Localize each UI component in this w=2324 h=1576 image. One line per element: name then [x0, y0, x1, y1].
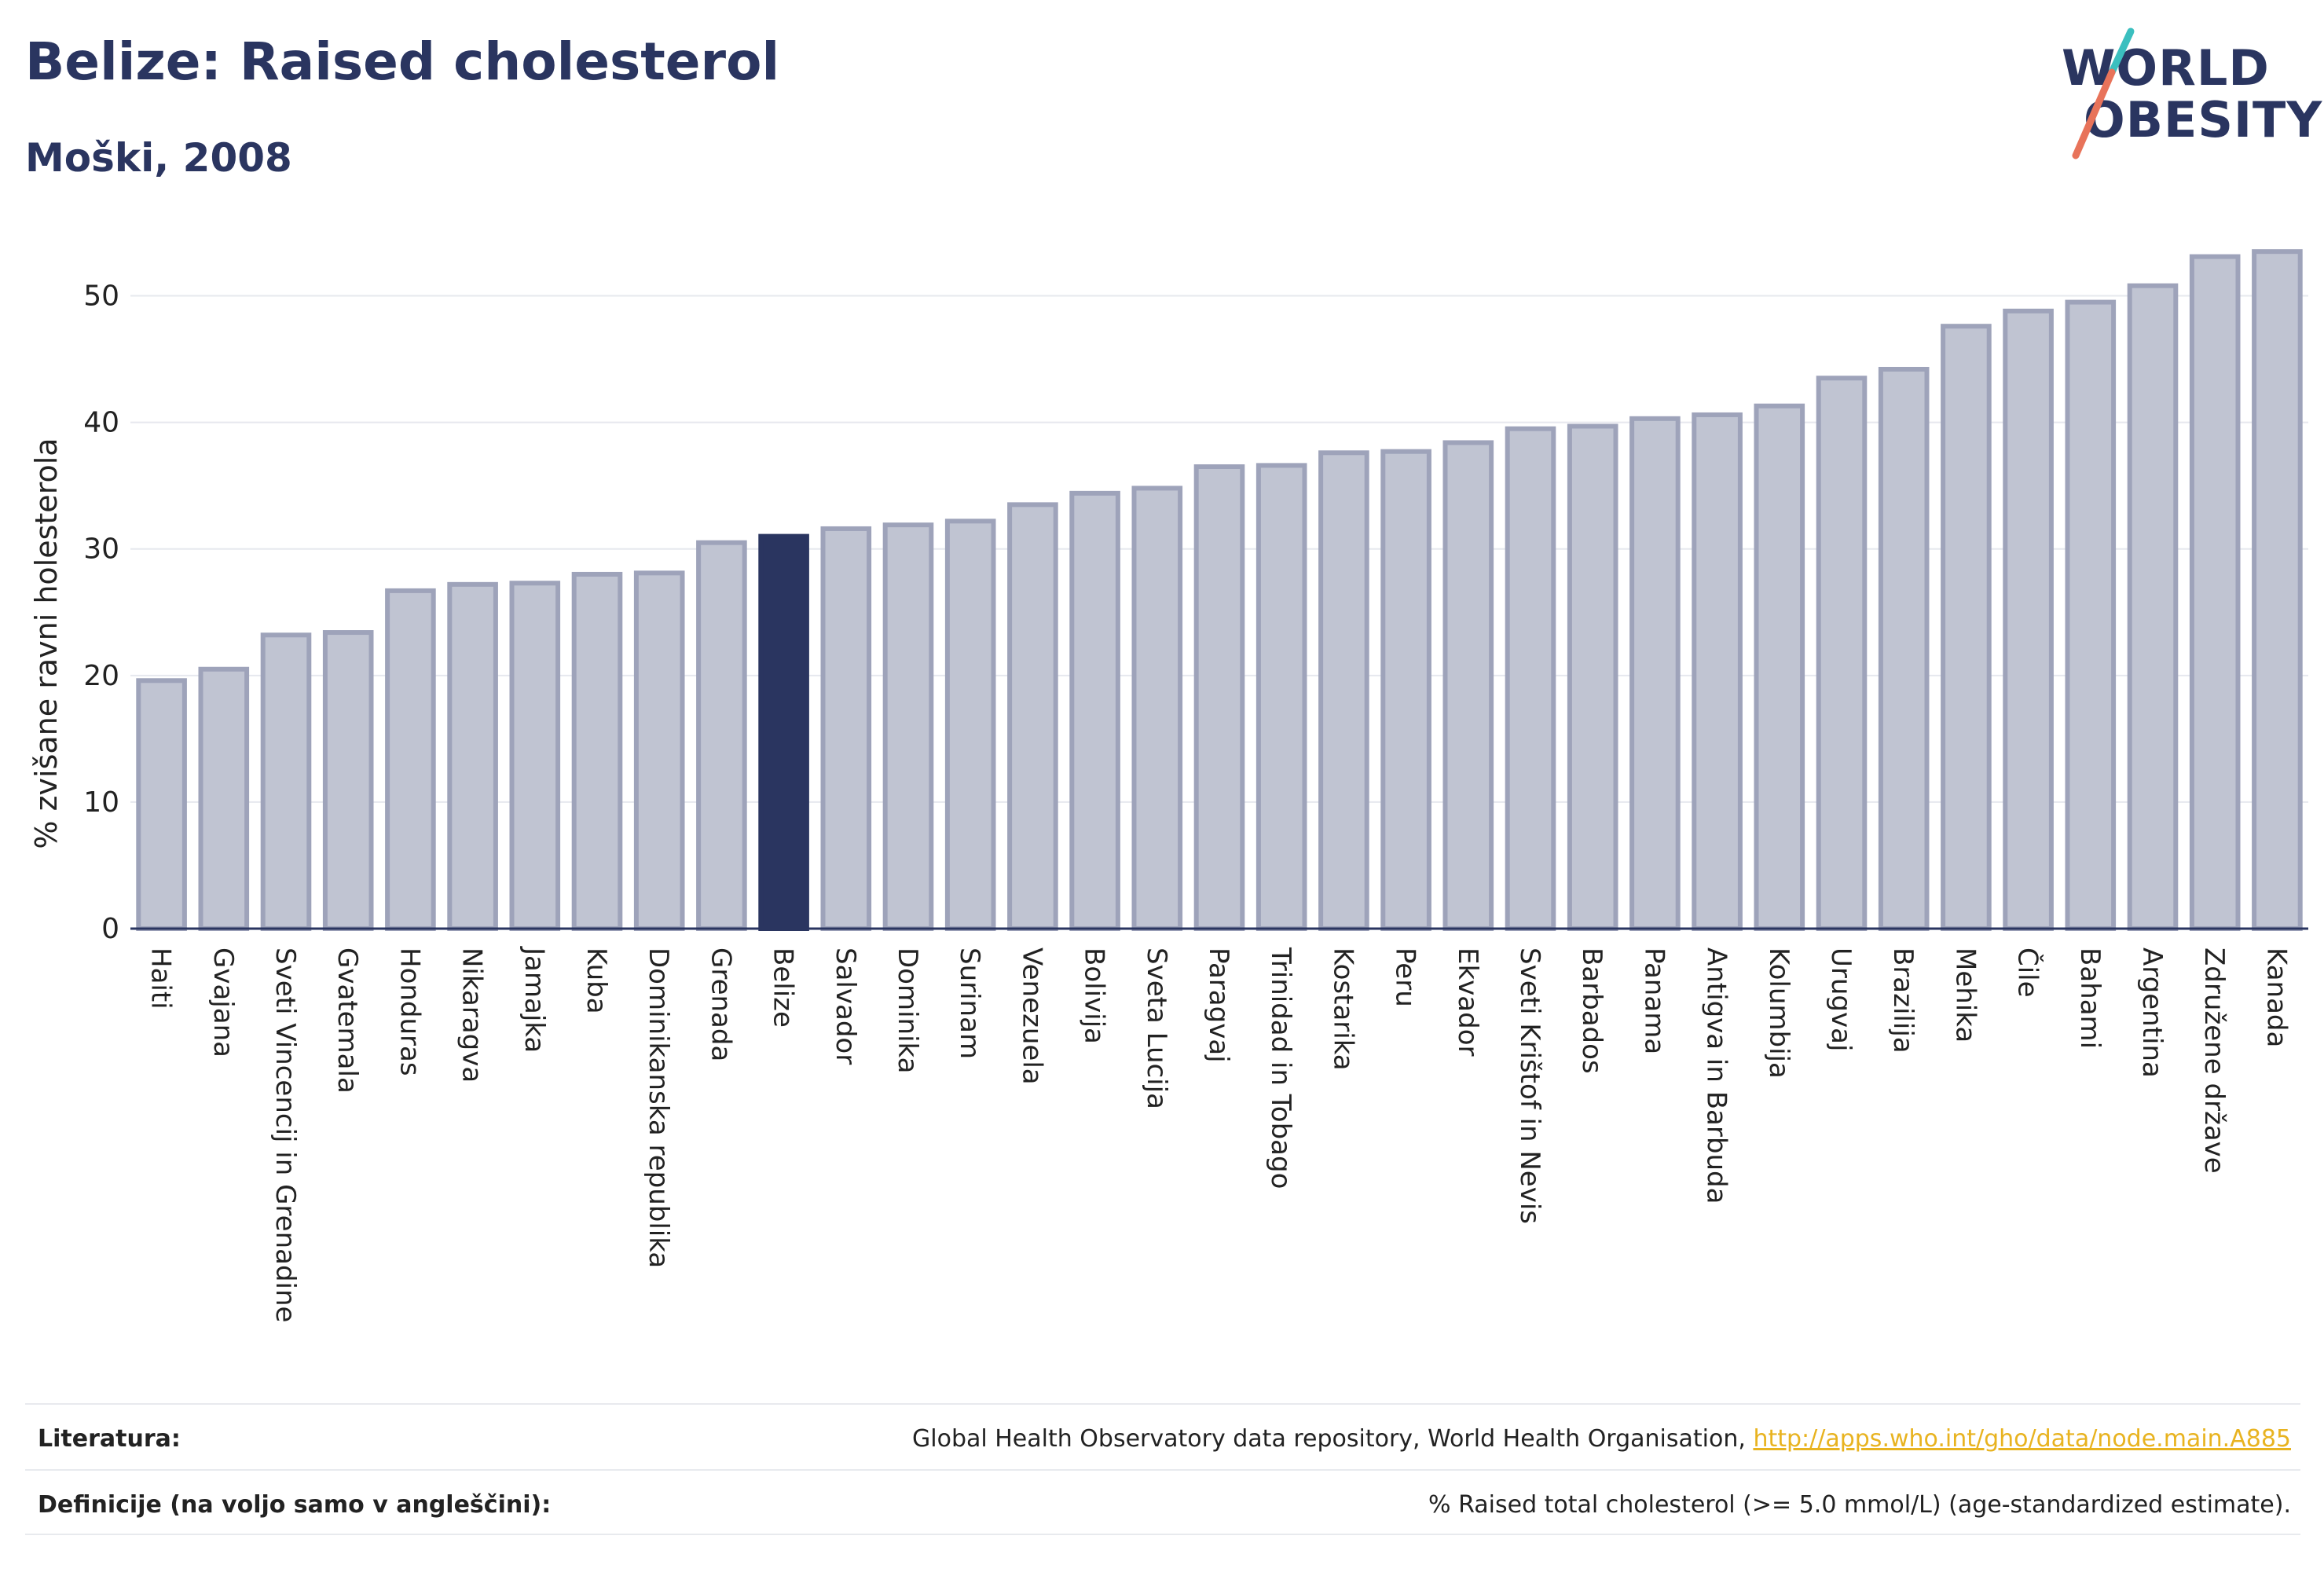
bar	[1442, 440, 1494, 931]
bar	[1941, 324, 1992, 931]
definitions-row: Definicije (na voljo samo v angleščini):…	[25, 1472, 2300, 1537]
x-tick-label: Sveti Vincencij in Grenadine	[269, 947, 301, 1322]
x-tick-label: Peru	[1390, 947, 1421, 1007]
x-tick-label: Bahami	[2074, 947, 2106, 1049]
bar	[882, 522, 934, 931]
chart-title: Belize: Raised cholesterol	[25, 31, 780, 92]
x-tick-label: Grenada	[705, 947, 736, 1061]
bar	[820, 526, 872, 931]
bar	[1816, 376, 1868, 932]
x-tick-label: Barbados	[1576, 947, 1607, 1074]
y-tick-label: 40	[83, 407, 119, 439]
bar	[509, 581, 561, 931]
bar	[1567, 423, 1618, 931]
x-tick-label: Kostarika	[1327, 947, 1358, 1071]
x-tick-label: Panama	[1638, 947, 1670, 1054]
chart-subtitle: Moški, 2008	[25, 135, 292, 181]
x-tick-label: Venezuela	[1016, 947, 1047, 1085]
logo-line-1: WORLD	[2062, 39, 2270, 97]
bar	[2127, 283, 2179, 931]
bar	[1754, 403, 1805, 931]
footer-divider-middle	[25, 1469, 2300, 1471]
x-tick-label: Kolumbija	[1763, 947, 1794, 1079]
y-tick-label: 20	[83, 660, 119, 692]
bar-chart: 0 10 20 30 40 50 % zvišane ravni holesterola Ha…	[29, 249, 2308, 1322]
bar	[758, 533, 809, 931]
x-tick-label: Haiti	[145, 947, 177, 1010]
bar	[1380, 449, 1431, 931]
bar	[633, 570, 685, 931]
x-tick-label: Nikaragva	[456, 947, 488, 1083]
bar	[696, 540, 747, 931]
footer-divider-bottom	[25, 1534, 2300, 1535]
bar	[1007, 502, 1058, 931]
footer-divider-top	[25, 1403, 2300, 1405]
bar	[385, 588, 436, 931]
sources-text: Global Health Observatory data repositor…	[912, 1425, 1754, 1453]
logo-slash-icon	[2072, 27, 2135, 159]
x-tick-label: Honduras	[394, 947, 425, 1076]
bar	[1505, 426, 1556, 931]
logo-line-2: OBESITY	[2084, 91, 2323, 148]
definitions-label: Definicije (na voljo samo v angleščini):	[38, 1491, 552, 1519]
bar	[1878, 366, 1930, 931]
x-tick-label: Jamajka	[519, 946, 550, 1053]
x-tick-label: Gvatemala	[332, 947, 363, 1094]
x-tick-label: Brazilija	[1887, 947, 1919, 1054]
x-tick-label: Kanada	[2260, 947, 2292, 1047]
y-tick-label: 10	[83, 786, 119, 819]
x-tick-label: Bolivija	[1079, 947, 1110, 1044]
sources-label: Literatura:	[38, 1425, 181, 1453]
x-tick-label: Sveta Lucija	[1141, 947, 1172, 1109]
bar	[1069, 490, 1120, 931]
x-tick-label: Trinidad in Tobago	[1265, 947, 1296, 1189]
y-tick-label: 0	[101, 913, 119, 945]
sources-link[interactable]: http://apps.who.int/gho/data/node.main.A…	[1753, 1425, 2291, 1453]
x-tick-label: Paragvaj	[1203, 947, 1234, 1063]
x-tick-label: Sveti Krištof in Nevis	[1514, 947, 1545, 1224]
bar	[2189, 254, 2241, 931]
bar	[1318, 450, 1369, 931]
bar	[322, 630, 374, 932]
bar	[260, 632, 312, 931]
bar	[1255, 463, 1307, 931]
bar	[1131, 486, 1183, 931]
sources-row: Literatura: Global Health Observatory da…	[25, 1406, 2300, 1471]
definitions-text: % Raised total cholesterol (>= 5.0 mmol/…	[1428, 1491, 2291, 1519]
y-tick-label: 30	[83, 533, 119, 566]
x-tick-label: Belize	[768, 947, 799, 1028]
y-tick-label: 50	[83, 280, 119, 313]
x-tick-label: Dominika	[892, 947, 923, 1073]
world-obesity-logo: WORLD OBESITY	[2043, 24, 2322, 165]
x-tick-label: Gvajana	[207, 947, 239, 1057]
bar	[2003, 308, 2054, 932]
x-tick-label: Surinam	[954, 947, 985, 1059]
sources-value: Global Health Observatory data repositor…	[912, 1425, 2291, 1453]
x-tick-label: Dominikanska republika	[643, 947, 674, 1268]
bar	[1193, 464, 1245, 931]
x-tick-label: Antigva in Barbuda	[1701, 947, 1732, 1204]
x-tick-label: Salvador	[830, 947, 861, 1065]
x-tick-label: Čile	[2012, 947, 2044, 998]
x-tick-label: Združene države	[2198, 947, 2230, 1174]
bar	[198, 666, 250, 931]
bar	[944, 519, 996, 931]
y-axis-label: % zvišane ravni holesterola	[29, 438, 64, 848]
bar	[2065, 299, 2117, 932]
bar	[571, 571, 623, 931]
bar	[1629, 416, 1681, 931]
x-tick-label: Kuba	[581, 947, 612, 1014]
x-tick-label: Argentina	[2136, 947, 2168, 1078]
bar	[447, 581, 498, 931]
bar	[2252, 249, 2303, 931]
x-tick-label: Ekvador	[1452, 947, 1483, 1057]
bar	[1692, 412, 1743, 931]
x-tick-label: Urugvaj	[1825, 947, 1857, 1051]
x-tick-label: Mehika	[1949, 947, 1981, 1043]
bar	[136, 678, 187, 932]
